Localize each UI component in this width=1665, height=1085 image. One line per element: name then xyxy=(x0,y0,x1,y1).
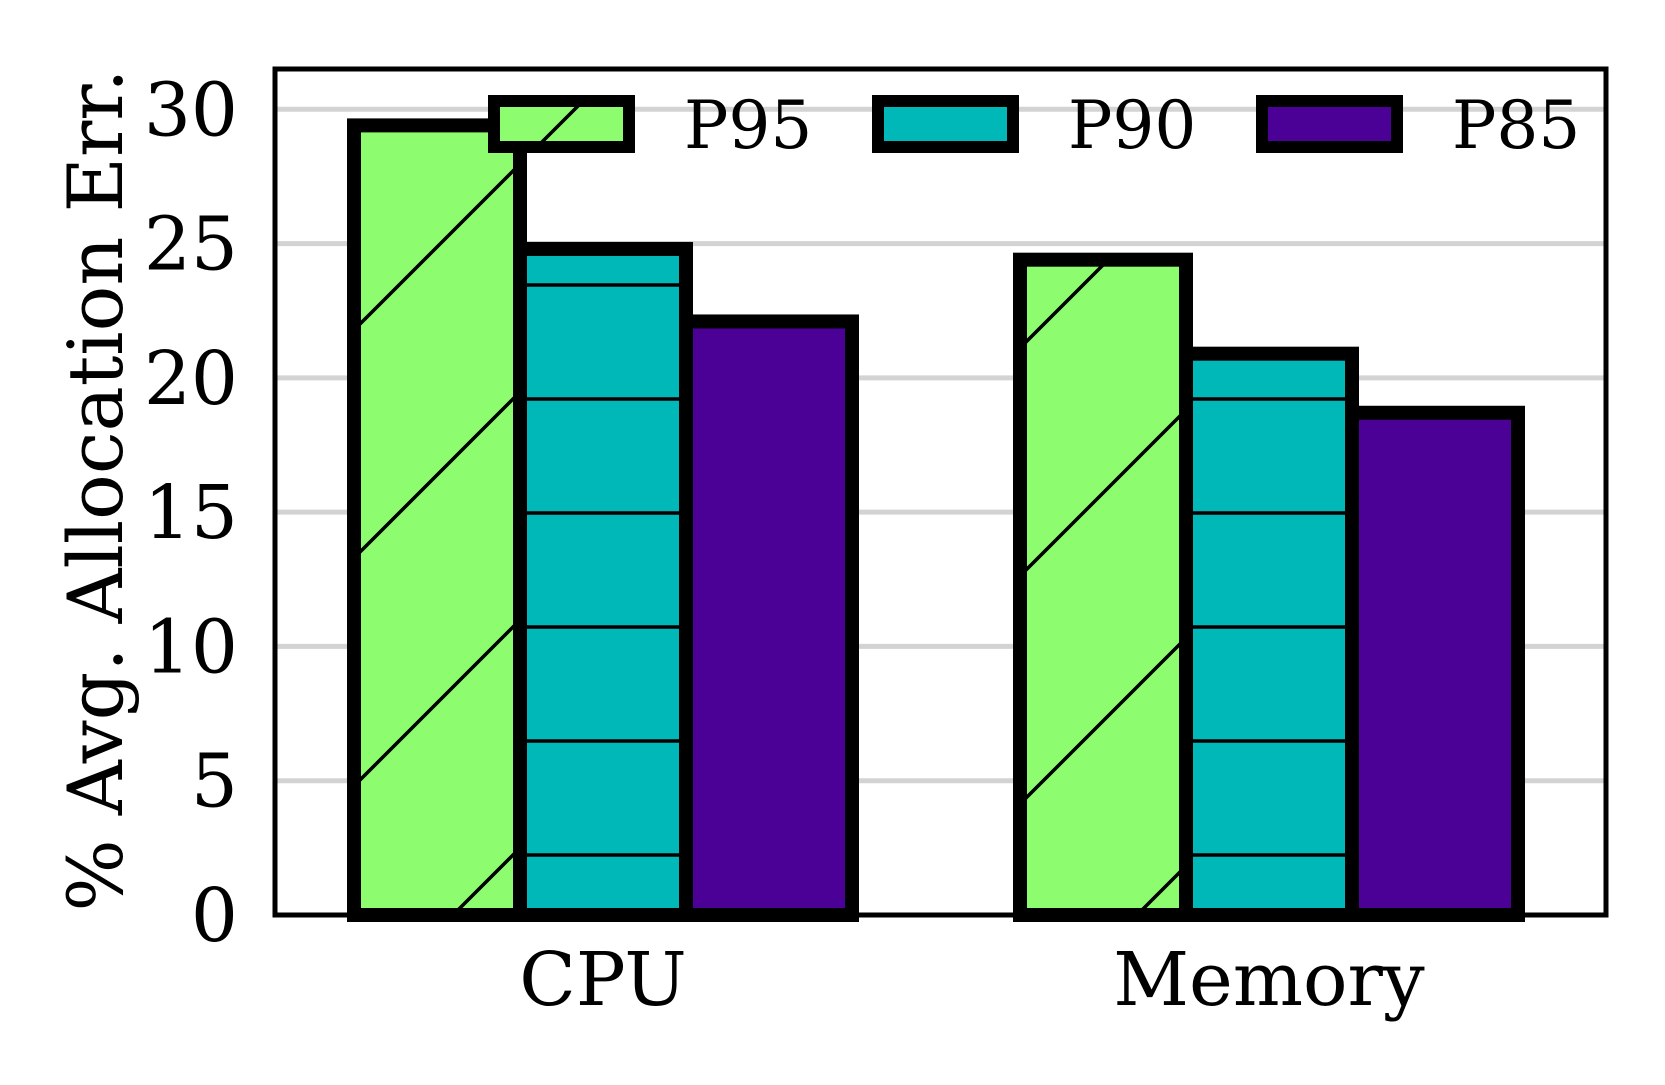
y-tick-labels: 0 5 10 15 20 25 30 xyxy=(144,67,238,959)
bar-hatch xyxy=(354,125,520,915)
legend-item-p95: P95 xyxy=(488,87,812,164)
legend-swatch-outline xyxy=(872,95,1019,153)
bar-hatch xyxy=(1186,353,1352,916)
bar-hatch xyxy=(520,248,686,915)
legend-item-p85: P85 xyxy=(1256,87,1580,164)
bars xyxy=(347,118,1525,922)
y-tick-label: 20 xyxy=(144,336,238,422)
x-tick-labels: CPU Memory xyxy=(519,937,1425,1023)
y-tick-label: 10 xyxy=(144,604,238,690)
legend-swatch-outline xyxy=(488,95,635,153)
bar-p85-memory xyxy=(1345,405,1525,922)
bar-p95-memory xyxy=(1013,252,1193,922)
bar-p85-cpu xyxy=(679,314,859,922)
legend-swatch-outline xyxy=(1256,95,1403,153)
legend-swatch-hatch xyxy=(494,101,629,147)
bar-fill xyxy=(1352,412,1518,915)
legend-item-p90: P90 xyxy=(872,87,1196,164)
bar-p90-memory xyxy=(1179,346,1359,922)
legend: P95 P90 P85 xyxy=(488,87,1580,164)
bar-p90-cpu xyxy=(513,241,693,922)
y-tick-label: 5 xyxy=(191,739,238,825)
plot-frame xyxy=(272,66,1609,918)
y-tick-label: 25 xyxy=(144,202,238,288)
bar-hatch xyxy=(1020,259,1186,916)
y-tick-label: 15 xyxy=(144,470,238,556)
y-tick-label: 30 xyxy=(144,67,238,153)
y-axis-label: % Avg. Allocation Err. xyxy=(51,69,140,912)
legend-label: P90 xyxy=(1068,87,1196,164)
bar-p95-cpu xyxy=(347,118,527,922)
y-tick-label: 0 xyxy=(191,873,238,959)
x-tick-label: Memory xyxy=(1113,937,1425,1023)
legend-swatch-hatch xyxy=(878,101,1013,147)
x-tick-label: CPU xyxy=(519,937,686,1023)
legend-label: P85 xyxy=(1452,87,1580,164)
legend-swatch xyxy=(1262,101,1397,147)
bar-fill xyxy=(686,321,852,915)
legend-label: P95 xyxy=(684,87,812,164)
